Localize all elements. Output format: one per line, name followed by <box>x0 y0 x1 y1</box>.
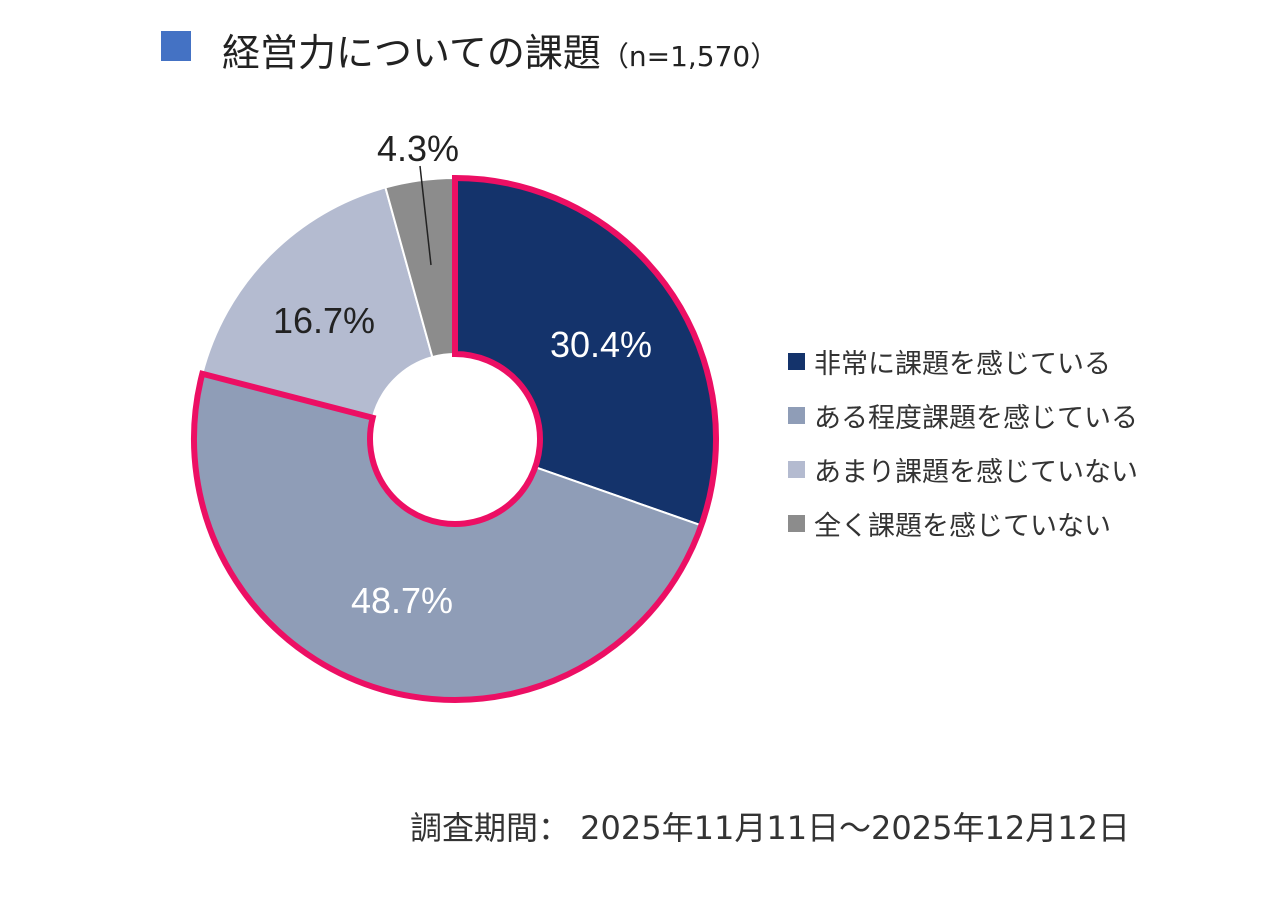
data-label-0: 30.4% <box>550 324 652 365</box>
legend-item: 非常に課題を感じている <box>788 334 1138 388</box>
legend-swatch <box>788 460 805 478</box>
legend-swatch <box>788 352 805 370</box>
title-text: 経営力についての課題 <box>222 31 601 75</box>
legend-label: あまり課題を感じていない <box>814 456 1138 488</box>
legend-swatch <box>788 514 805 532</box>
survey-period: 調査期間： 2025年11月11日～2025年12月12日 <box>410 809 1130 847</box>
leader-line <box>419 165 432 266</box>
legend-item: あまり課題を感じていない <box>788 442 1138 496</box>
data-label-3: 4.3% <box>377 128 459 169</box>
legend-label: ある程度課題を感じている <box>814 402 1138 434</box>
data-label-2: 16.7% <box>273 300 375 341</box>
chart-title: 経営力についての課題（n=1,570） <box>222 22 778 77</box>
sample-size: （n=1,570） <box>600 40 779 73</box>
title-marker <box>161 31 191 61</box>
slice-2 <box>201 186 434 419</box>
legend: 非常に課題を感じている ある程度課題を感じている あまり課題を感じていない 全く課題を… <box>788 334 1138 550</box>
legend-label: 全く課題を感じていない <box>814 510 1111 542</box>
legend-swatch <box>788 406 805 424</box>
legend-item: 全く課題を感じていない <box>788 496 1138 550</box>
legend-item: ある程度課題を感じている <box>788 388 1138 442</box>
data-label-1: 48.7% <box>351 580 453 621</box>
highlight-outline <box>191 174 719 703</box>
legend-label: 非常に課題を感じている <box>814 348 1111 380</box>
